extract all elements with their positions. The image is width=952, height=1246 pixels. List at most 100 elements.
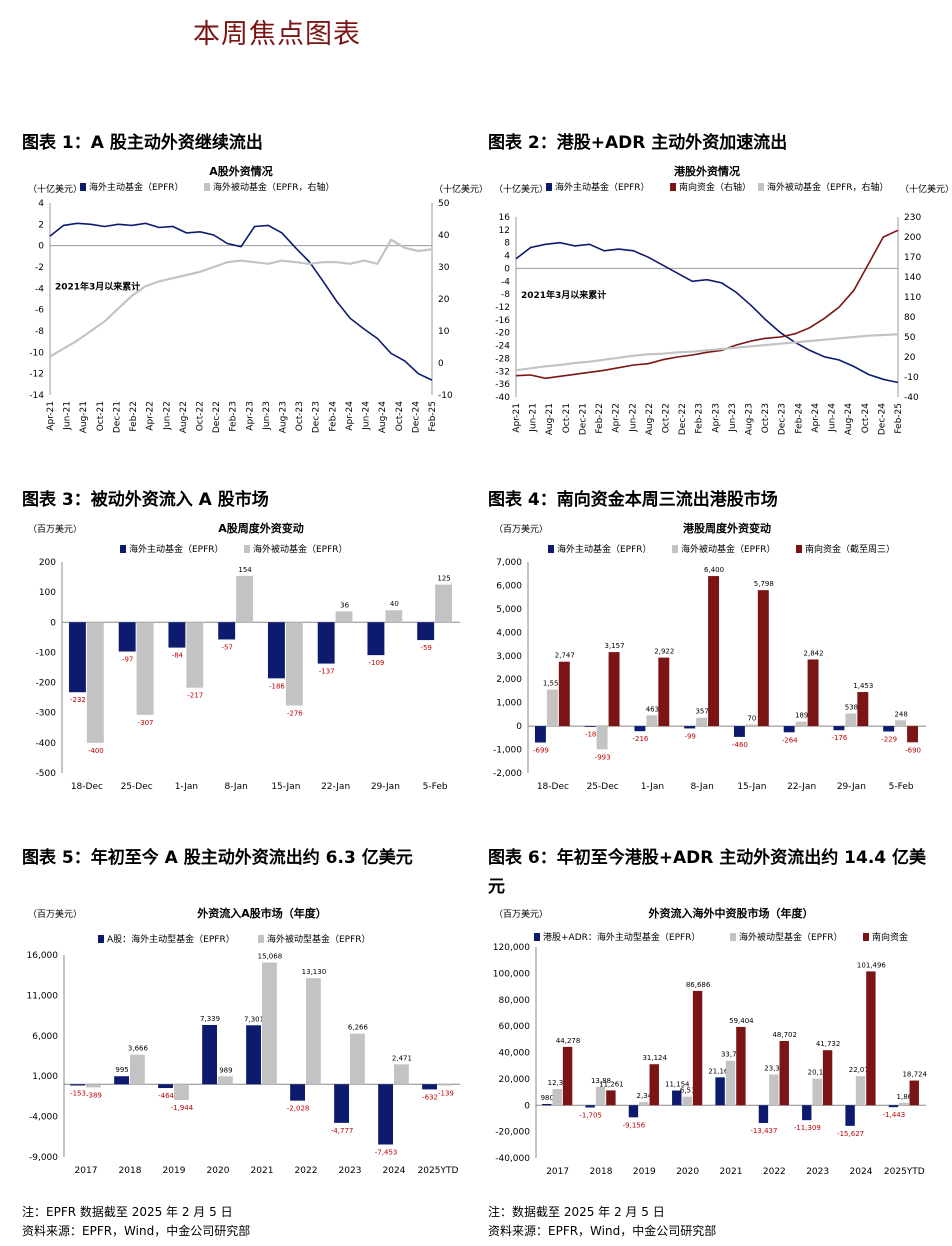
y-tick-right: -40 xyxy=(904,393,919,403)
fig2-caption: 图表 2：港股+ADR 主动外资加速流出 xyxy=(488,133,788,153)
legend-label-2: 南向资金（截至周三） xyxy=(805,543,895,555)
bar-0 xyxy=(634,726,646,732)
data-label: -1,705 xyxy=(579,1111,602,1119)
x-tick-label: 2024 xyxy=(850,1167,873,1177)
bar-0 xyxy=(758,1105,769,1123)
data-label: 357 xyxy=(695,708,708,716)
page-title: 本周焦点图表 xyxy=(193,19,361,50)
data-label: 7,339 xyxy=(200,1015,220,1023)
bar-0 xyxy=(290,1084,305,1101)
bar-0 xyxy=(246,1025,261,1085)
bar-1 xyxy=(745,724,757,727)
bar-1 xyxy=(350,1033,365,1085)
bar-1 xyxy=(899,1102,909,1106)
x-tick-label: Oct-23 xyxy=(295,401,305,431)
y-tick-left: -4 xyxy=(35,284,44,294)
bar-0 xyxy=(534,726,546,743)
bar-2 xyxy=(708,576,720,727)
bar-2 xyxy=(779,1041,789,1106)
y-tick-right: 170 xyxy=(904,253,921,263)
data-label: -389 xyxy=(86,1091,102,1099)
bar-2 xyxy=(822,1050,833,1106)
chart-title: 外资流入A股市场（年度） xyxy=(196,906,327,920)
y-tick: 40,000 xyxy=(499,1049,531,1059)
data-label: -217 xyxy=(187,692,203,700)
y-axis-label: （百万美元） xyxy=(494,523,548,535)
y-tick-left: -32 xyxy=(495,367,510,377)
data-label: -2,028 xyxy=(287,1105,310,1113)
y-tick: 0 xyxy=(516,722,522,732)
y-tick-left: -10 xyxy=(29,348,44,358)
data-label: -59 xyxy=(420,644,431,652)
x-tick-label: Aug-24 xyxy=(378,401,388,434)
data-label: -216 xyxy=(632,735,648,743)
data-label: -57 xyxy=(221,643,232,651)
data-label: 989 xyxy=(219,1066,232,1074)
x-tick-label: Feb-24 xyxy=(328,401,338,432)
y-tick-left: 8 xyxy=(504,239,510,249)
y-axis-label: （百万美元） xyxy=(28,908,82,920)
x-tick-label: 2025YTD xyxy=(884,1167,925,1177)
bar-1 xyxy=(855,1076,866,1106)
y-tick: 7,000 xyxy=(496,558,522,568)
y-tick: 5,000 xyxy=(496,605,522,615)
data-label: 12,37 xyxy=(548,1079,568,1087)
x-tick-label: Apr-21 xyxy=(46,401,56,431)
chart-title: A股外资情况 xyxy=(209,164,273,178)
data-label: 44,278 xyxy=(556,1037,581,1045)
y-tick-left: 2 xyxy=(38,220,44,230)
legend-swatch-2 xyxy=(863,933,869,941)
x-tick-label: 2022 xyxy=(295,1166,318,1176)
bar-1 xyxy=(306,978,321,1085)
bar-0 xyxy=(114,1076,129,1085)
data-label: -186 xyxy=(269,682,285,690)
data-label: 13,130 xyxy=(302,968,327,976)
data-label: 6,51 xyxy=(680,1087,696,1095)
annotation: 2021年3月以来累计 xyxy=(55,280,140,292)
data-label: -264 xyxy=(782,736,798,744)
y-tick: -300 xyxy=(36,709,57,719)
y-tick-right: -10 xyxy=(438,391,453,401)
y-tick-left: -28 xyxy=(495,354,510,364)
legend-label-0: A股：海外主动型基金（EPFR） xyxy=(107,933,235,945)
bar-0 xyxy=(542,1103,552,1106)
y-tick-right: 40 xyxy=(438,231,450,241)
data-label: 125 xyxy=(437,575,450,583)
x-tick-label: 25-Dec xyxy=(121,782,153,792)
x-tick-label: Feb-23 xyxy=(695,403,705,434)
chart-2-hk-foreign-cumulative: 港股外资情况 （十亿美元） （十亿美元） 16 12 8 4 0 -4 -8 -12 -16 -20 -2… xyxy=(494,164,952,435)
bar-0 xyxy=(802,1105,812,1121)
y-axis-label: （百万美元） xyxy=(494,908,548,920)
bar-2 xyxy=(736,1026,746,1106)
data-label: -699 xyxy=(533,746,549,754)
bar-1 xyxy=(435,584,453,623)
x-tick-label: Apr-24 xyxy=(345,401,355,431)
x-tick-label: 22-Jan xyxy=(787,782,816,792)
y-tick-left: -40 xyxy=(495,393,510,403)
bar-0 xyxy=(684,726,696,729)
data-label: -109 xyxy=(368,659,384,667)
y-tick-right: 140 xyxy=(904,273,921,283)
y-tick-left: 4 xyxy=(504,252,510,262)
bar-2 xyxy=(857,692,869,727)
data-label: 2,747 xyxy=(555,652,575,660)
y-tick: 0 xyxy=(50,618,56,628)
y-tick: 80,000 xyxy=(499,996,531,1006)
data-label: -4,777 xyxy=(331,1127,354,1135)
y-tick: -40,000 xyxy=(495,1154,530,1164)
y-tick-left: -16 xyxy=(495,316,510,326)
data-label: 18,724 xyxy=(902,1071,927,1079)
bar-1 xyxy=(136,622,154,715)
data-label: -1,944 xyxy=(171,1104,194,1112)
x-tick-label: 5-Feb xyxy=(889,782,914,792)
data-label: 248 xyxy=(894,710,907,718)
fig3-caption: 图表 3：被动外资流入 A 股市场 xyxy=(22,490,269,510)
bar-0 xyxy=(367,622,385,656)
y-tick-right: 30 xyxy=(438,263,450,273)
y-tick: 100,000 xyxy=(493,969,530,979)
x-tick-label: Aug-21 xyxy=(79,401,89,433)
y-tick: -1,000 xyxy=(493,746,522,756)
chart-3-a-share-weekly: A股周度外资变动 （百万美元） 200 100 0 -100 -200 -300 -400 -50… xyxy=(28,521,460,792)
bar-1 xyxy=(895,720,907,727)
y-axis-label-left: （十亿美元） xyxy=(28,183,82,195)
